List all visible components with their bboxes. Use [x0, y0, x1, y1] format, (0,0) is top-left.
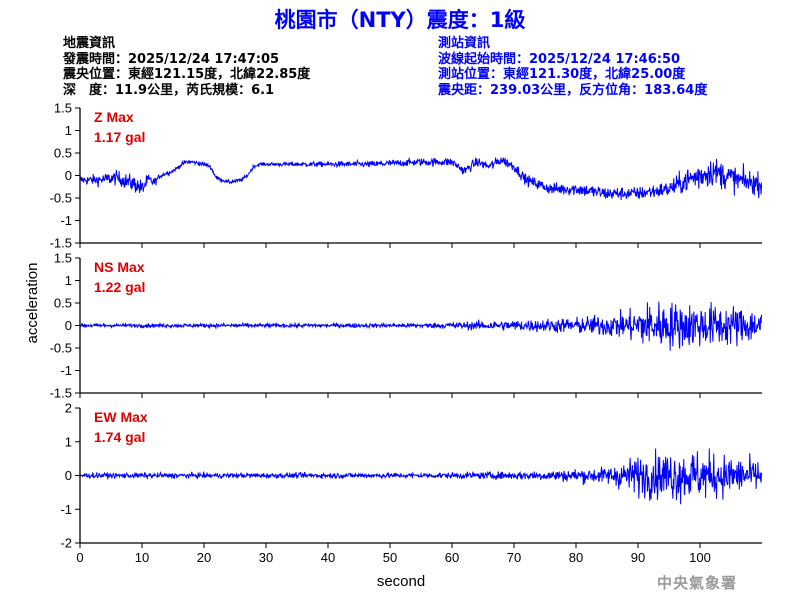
- x-tick-label: 70: [507, 550, 521, 565]
- max-value-ns: 1.22 gal: [94, 279, 145, 295]
- y-tick-label: -1.5: [50, 236, 72, 251]
- y-tick-label: -1: [60, 213, 72, 228]
- x-tick-label: 20: [197, 550, 211, 565]
- y-tick-label: -1: [60, 502, 72, 517]
- distance-azimuth: 震央距：239.03公里，反方位角：183.64度: [438, 82, 708, 98]
- x-tick-label: 0: [76, 550, 83, 565]
- page-title: 桃園市（NTY）震度：1級: [274, 8, 526, 32]
- max-value-z: 1.17 gal: [94, 129, 145, 145]
- x-tick-label: 90: [631, 550, 645, 565]
- y-tick-label: 1: [65, 273, 72, 288]
- panel-z: -1.5 -1 -0.5 0 0.5 1 1.5 Z Max 1.17 gal: [50, 101, 762, 251]
- credit-label: 中央氣象署: [657, 574, 738, 592]
- event-info-heading: 地震資訊: [63, 36, 116, 51]
- x-tick-label: 10: [135, 550, 149, 565]
- station-location: 測站位置：東經121.30度，北緯25.00度: [438, 67, 686, 82]
- max-label-ew: EW Max: [94, 409, 148, 425]
- y-tick-label: -0.5: [50, 191, 72, 206]
- x-axis-label: second: [377, 573, 425, 590]
- y-tick-label: 2: [65, 401, 72, 416]
- station-info: 測站資訊 波線起始時間：2025/12/24 17:46:50 測站位置：東經1…: [438, 36, 707, 98]
- y-tick-label: 1.5: [54, 101, 72, 116]
- y-tick-label: 0.5: [54, 296, 72, 311]
- x-tick-label: 80: [569, 550, 583, 565]
- max-value-ew: 1.74 gal: [94, 429, 145, 445]
- y-axis-label: acceleration: [24, 263, 41, 344]
- max-label-z: Z Max: [94, 109, 134, 125]
- y-tick-label: 0: [65, 468, 72, 483]
- waveform-ns: [80, 301, 762, 351]
- y-tick-label: -0.5: [50, 341, 72, 356]
- waveform-z: [80, 157, 762, 201]
- y-tick-label: 0: [65, 318, 72, 333]
- y-tick-label: 1.5: [54, 251, 72, 266]
- x-tick-label: 50: [383, 550, 397, 565]
- waveform-ew: [80, 448, 762, 505]
- station-info-heading: 測站資訊: [438, 36, 491, 51]
- panel-ns: -1.5 -1 -0.5 0 0.5 1 1.5 NS Max 1.22 gal: [50, 251, 762, 401]
- depth-magnitude: 深 度：11.9公里，芮氏規模：6.1: [63, 82, 275, 98]
- y-tick-label: 1: [65, 123, 72, 138]
- y-tick-label: 0: [65, 168, 72, 183]
- y-tick-label: 0.5: [54, 146, 72, 161]
- x-tick-label: 40: [321, 550, 335, 565]
- event-info: 地震資訊 發震時間：2025/12/24 17:47:05 震央位置：東經121…: [63, 36, 310, 98]
- wave-start-time: 波線起始時間：2025/12/24 17:46:50: [438, 51, 681, 67]
- x-tick-label: 30: [259, 550, 273, 565]
- y-tick-label: -1.5: [50, 386, 72, 401]
- y-tick-label: -2: [60, 536, 72, 551]
- x-tick-label: 100: [689, 550, 711, 565]
- y-tick-label: 1: [65, 434, 72, 449]
- y-tick-label: -1: [60, 363, 72, 378]
- epicenter-location: 震央位置：東經121.15度，北緯22.85度: [63, 67, 311, 82]
- x-tick-label: 60: [445, 550, 459, 565]
- origin-time: 發震時間：2025/12/24 17:47:05: [63, 51, 280, 67]
- max-label-ns: NS Max: [94, 259, 145, 275]
- panel-ew: -2 -1 0 1 2 EW Max 1.74 gal: [60, 401, 762, 551]
